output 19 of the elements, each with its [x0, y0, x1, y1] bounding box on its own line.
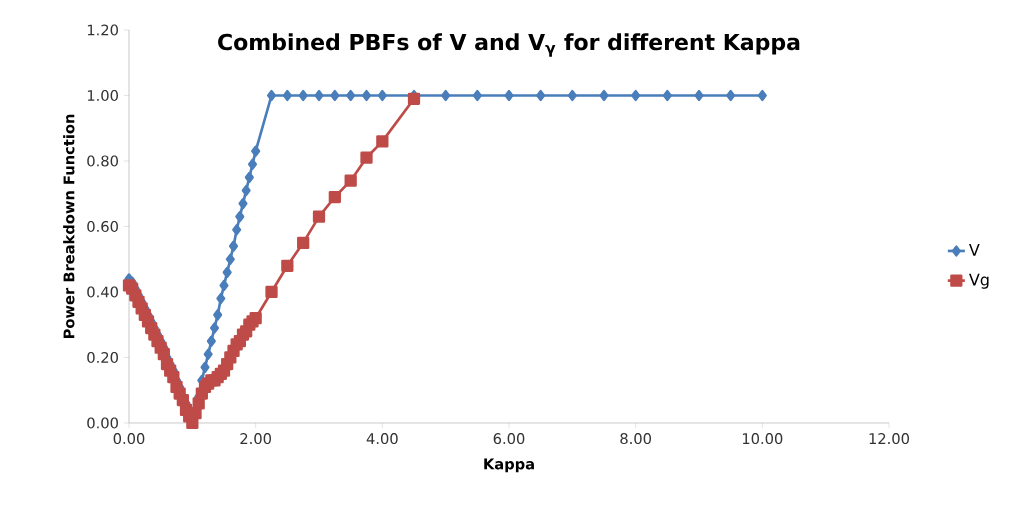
- x-tick-label: 10.00: [742, 433, 783, 445]
- y-tick-label: 1.20: [87, 24, 118, 36]
- y-tick-label: 0.60: [87, 220, 118, 233]
- y-tick-label: 0.00: [87, 417, 118, 429]
- x-axis-title: Kappa: [484, 458, 534, 473]
- chart-title: Combined PBFs of V and V$_{γ}$ for different Kappa: [218, 33, 800, 57]
- y-tick-label: 1.00: [87, 89, 118, 102]
- x-tick-label: 2.00: [240, 433, 272, 445]
- y-tick-label: 0.40: [87, 286, 118, 298]
- legend-label: Vg: [969, 273, 989, 289]
- x-tick-label: 4.00: [366, 433, 398, 445]
- y-tick-label: 0.80: [87, 155, 118, 167]
- y-axis-title: Power Breakdown Function: [63, 114, 75, 339]
- x-tick-label: 12.00: [869, 433, 909, 445]
- x-tick-label: 6.00: [493, 433, 525, 445]
- y-tick-label: 0.20: [87, 351, 118, 364]
- x-tick-label: 8.00: [620, 433, 652, 445]
- legend-label: V: [969, 244, 980, 256]
- x-tick-label: 0.00: [113, 433, 145, 445]
